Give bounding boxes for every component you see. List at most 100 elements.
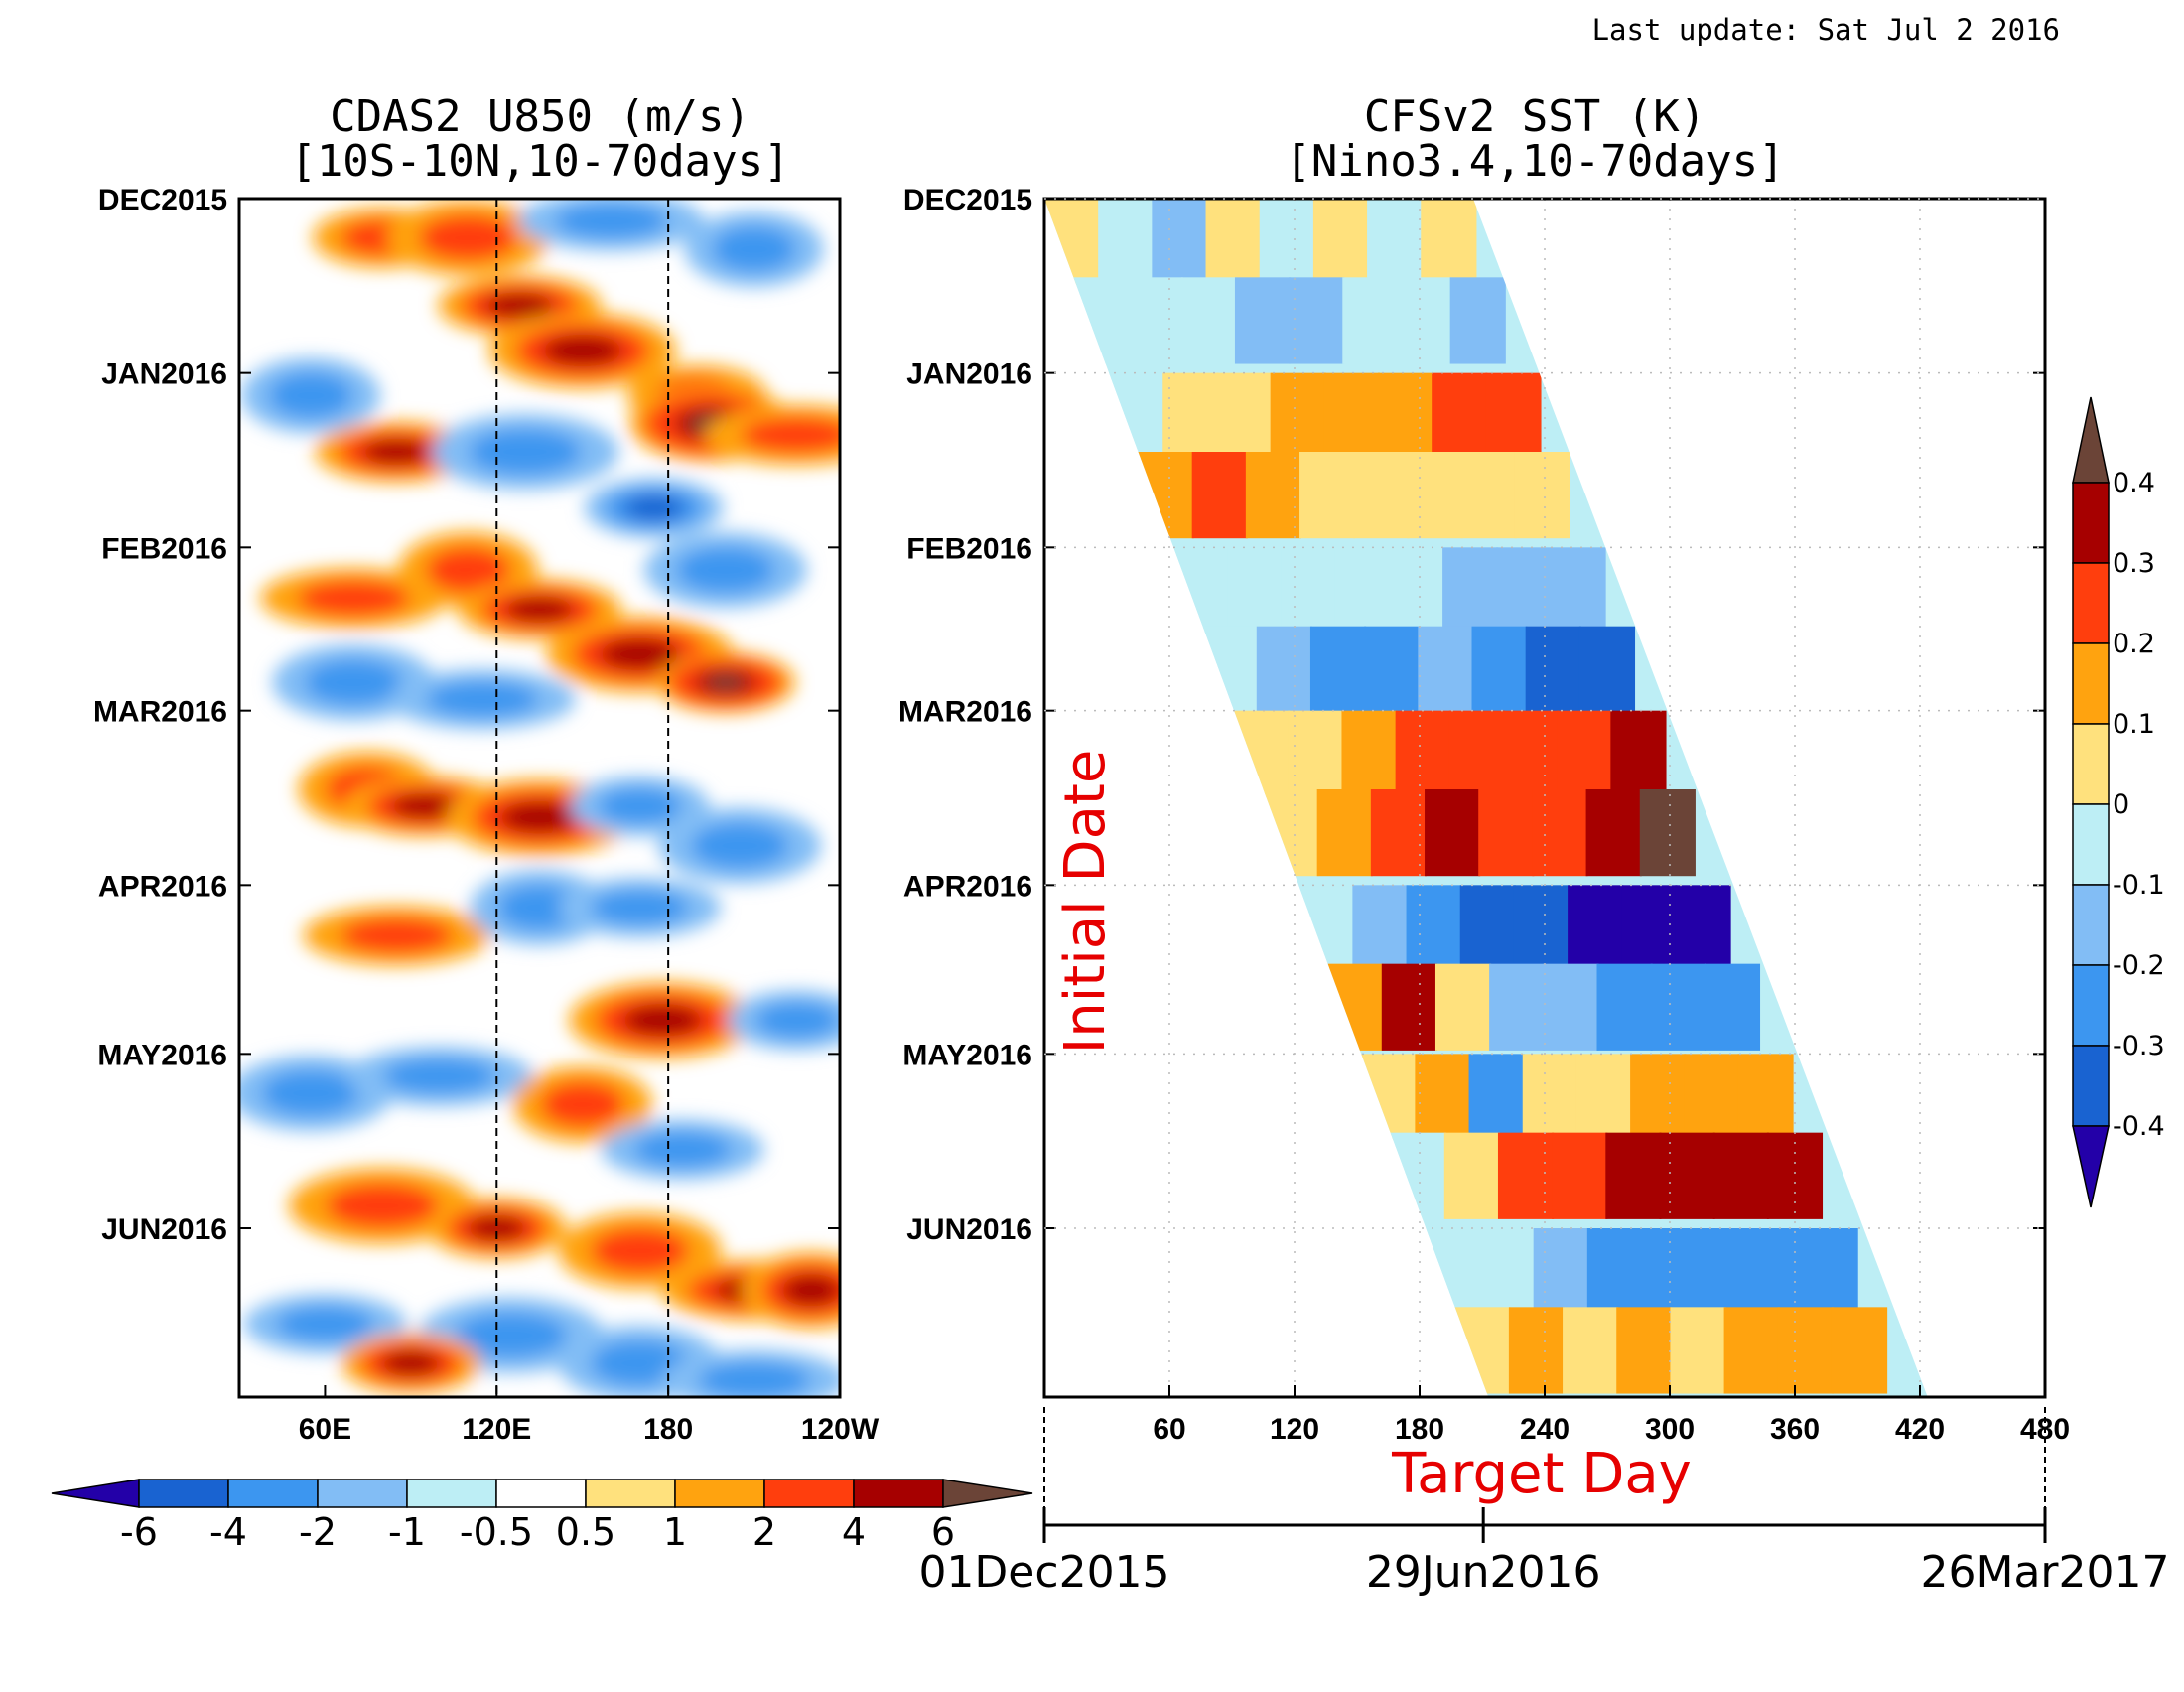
colorbar-swatch xyxy=(2072,642,2110,725)
right-y-tick-label: JUN2016 xyxy=(906,1213,1032,1246)
left-anomaly-mark xyxy=(383,1058,496,1094)
left-anomaly-mark xyxy=(598,788,682,824)
date-axis-label: 26Mar2017 xyxy=(1921,1547,2170,1598)
left-chart-subtitle: [10S-10N,10-70days] xyxy=(290,136,789,187)
left-anomaly-mark xyxy=(706,674,745,691)
right-value-cell xyxy=(1443,1132,1500,1219)
right-value-cell xyxy=(1334,547,1391,634)
right-value-cell xyxy=(1712,1132,1769,1219)
right-value-cell xyxy=(1415,1054,1471,1141)
right-value-cell xyxy=(1659,1132,1715,1219)
right-value-cell xyxy=(1309,626,1367,713)
date-axis-label: 29Jun2016 xyxy=(1366,1547,1601,1598)
right-value-cell xyxy=(1650,963,1706,1051)
colorbar-swatch xyxy=(227,1479,319,1508)
right-value-cell xyxy=(1831,1307,1888,1394)
colorbar-swatch xyxy=(853,1479,944,1508)
left-anomaly-mark xyxy=(555,203,667,239)
right-value-cell xyxy=(1342,277,1399,364)
left-anomaly-mark xyxy=(499,801,580,834)
right-value-cell xyxy=(1621,885,1678,972)
left-anomaly-mark xyxy=(361,439,432,465)
colorbar-swatch xyxy=(585,1479,676,1508)
colorbar-swatch xyxy=(2072,723,2110,805)
right-value-cell xyxy=(1418,626,1474,713)
right-value-cell xyxy=(1353,452,1410,539)
right-value-cell xyxy=(1675,885,1731,972)
colorbar-level-label: -2 xyxy=(299,1510,337,1554)
colorbar-level-label: 0.5 xyxy=(556,1510,615,1554)
left-anomaly-mark xyxy=(484,292,555,319)
left-anomaly-mark xyxy=(623,494,684,521)
right-value-cell xyxy=(1513,885,1570,972)
right-value-cell xyxy=(1425,789,1481,877)
right-value-cell xyxy=(1639,789,1696,877)
right-chart-subtitle: [Nino3.4,10-70days] xyxy=(1285,136,1784,187)
right-x-tick-label: 240 xyxy=(1520,1413,1570,1446)
colorbar-level-label: -1 xyxy=(388,1510,426,1554)
right-value-cell xyxy=(1259,199,1315,286)
right-value-cell xyxy=(1497,1132,1555,1219)
right-value-cell xyxy=(1777,1307,1834,1394)
right-value-cell xyxy=(1289,277,1345,364)
left-anomaly-mark xyxy=(269,372,353,419)
left-y-tick-label: APR2016 xyxy=(98,870,227,903)
right-value-cell xyxy=(1737,1054,1794,1141)
left-chart: DEC2015 JAN2016 FEB2016 MAR2016 APR2016 MAY20… xyxy=(93,184,880,1446)
right-value-cell xyxy=(1202,626,1259,713)
left-anomaly-mark xyxy=(419,214,517,261)
left-anomaly-mark xyxy=(600,637,680,671)
right-value-cell xyxy=(1489,963,1546,1051)
right-value-cell xyxy=(1485,372,1542,460)
right-value-cell xyxy=(1364,626,1421,713)
colorbar-swatch xyxy=(674,1479,765,1508)
right-value-cell xyxy=(1532,789,1588,877)
right-value-cell xyxy=(1270,372,1326,460)
right-value-cell xyxy=(1288,710,1344,797)
right-value-cell xyxy=(1407,452,1463,539)
right-value-cell xyxy=(1459,885,1516,972)
left-anomaly-mark xyxy=(455,1312,568,1358)
right-value-cell xyxy=(1522,1054,1578,1141)
right-value-cell xyxy=(1460,452,1517,539)
date-axis-label: 01Dec2015 xyxy=(918,1547,1169,1598)
right-value-cell xyxy=(1723,1307,1780,1394)
right-value-cell xyxy=(1152,199,1208,286)
left-anomaly-mark xyxy=(469,429,582,475)
left-anomaly-mark xyxy=(676,547,774,593)
colorbar-level-label: -0.3 xyxy=(2113,1031,2165,1061)
date-axis: 01Dec2015 29Jun2016 26Mar2017 xyxy=(918,1407,2169,1598)
right-value-cell xyxy=(1406,885,1462,972)
right-value-cell xyxy=(1205,199,1262,286)
right-value-cell xyxy=(1610,710,1667,797)
right-y-tick-label: APR2016 xyxy=(903,870,1032,903)
last-update-text: Last update: Sat Jul 2 2016 xyxy=(1592,13,2060,47)
right-value-cell xyxy=(1479,1228,1536,1316)
right-value-cell xyxy=(1442,547,1499,634)
colorbar-level-label: 1 xyxy=(663,1510,687,1554)
left-y-tick-label: DEC2015 xyxy=(98,184,227,216)
right-value-cell xyxy=(1557,710,1613,797)
right-value-cell xyxy=(1127,277,1183,364)
colorbar-level-label: 4 xyxy=(842,1510,866,1554)
left-anomaly-mark xyxy=(297,580,410,617)
right-y-tick-label: FEB2016 xyxy=(906,532,1032,565)
left-y-tick-label: MAR2016 xyxy=(93,696,227,729)
left-anomaly-mark xyxy=(426,547,510,593)
right-value-cell xyxy=(1073,277,1130,364)
colorbar-swatch xyxy=(495,1479,587,1508)
left-anomaly-mark xyxy=(504,596,575,623)
left-anomaly-mark xyxy=(781,1274,840,1307)
right-value-cell xyxy=(1109,372,1165,460)
right-x-tick-label: 60 xyxy=(1153,1413,1185,1446)
left-anomaly-mark xyxy=(467,1215,527,1241)
right-value-cell xyxy=(1173,547,1230,634)
left-chart-title: CDAS2 U850 (m/s) xyxy=(330,91,751,142)
right-value-cell xyxy=(1263,789,1319,877)
right-value-cell xyxy=(1361,1054,1418,1141)
colorbar-level-label: 0.3 xyxy=(2113,548,2155,579)
colorbar-level-label: -0.4 xyxy=(2113,1111,2165,1142)
right-value-cell xyxy=(1670,1307,1726,1394)
left-x-tick-label: 60E xyxy=(299,1413,351,1446)
right-value-cell xyxy=(1503,710,1560,797)
